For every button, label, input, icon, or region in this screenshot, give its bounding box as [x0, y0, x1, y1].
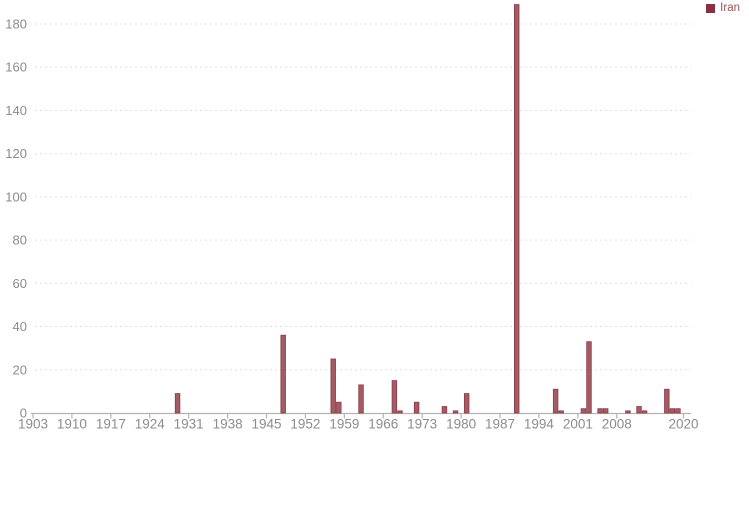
bar-1979[interactable] — [452, 410, 459, 414]
bar-1948[interactable] — [280, 334, 286, 414]
x-axis-tick-label: 1924 — [135, 417, 166, 432]
bar-2006[interactable] — [602, 408, 609, 414]
x-axis-tick-label: 1903 — [18, 417, 48, 432]
x-axis-tick-label: 1945 — [251, 417, 281, 432]
y-axis-tick-label: 100 — [5, 189, 27, 204]
y-axis-tick-label: 0 — [20, 406, 27, 421]
x-axis-tick-label: 2020 — [668, 417, 698, 432]
x-axis-tick-label: 2001 — [563, 417, 593, 432]
y-axis-tick-label: 20 — [13, 362, 27, 377]
y-axis-tick-label: 40 — [13, 319, 27, 334]
x-axis-tick-label: 1994 — [524, 417, 555, 432]
bar-1968[interactable] — [391, 380, 398, 414]
bar-2018[interactable] — [669, 408, 676, 414]
legend-swatch-icon — [706, 3, 716, 13]
y-axis-tick-label: 160 — [5, 60, 27, 75]
bar-1997[interactable] — [552, 388, 559, 414]
x-axis-tick-label: 1987 — [485, 417, 515, 432]
bar-2003[interactable] — [586, 341, 592, 414]
y-axis-tick-label: 140 — [5, 103, 27, 118]
bar-2019[interactable] — [675, 408, 681, 414]
y-axis-tick-label: 180 — [5, 17, 27, 32]
x-axis-tick-label: 2008 — [602, 417, 632, 432]
y-axis-tick-label: 60 — [13, 276, 27, 291]
x-axis-tick-label: 1959 — [329, 417, 359, 432]
bar-2002[interactable] — [580, 408, 587, 414]
y-axis-tick-label: 120 — [5, 146, 27, 161]
bar-2010[interactable] — [625, 410, 631, 414]
x-axis-tick-label: 1966 — [368, 417, 398, 432]
bar-1957[interactable] — [330, 358, 336, 414]
bar-1981[interactable] — [463, 393, 470, 414]
bar-1929[interactable] — [174, 393, 181, 414]
bar-1958[interactable] — [336, 401, 342, 414]
y-axis-tick-label: 80 — [13, 233, 27, 248]
bar-2012[interactable] — [636, 406, 642, 414]
legend-label: Iran — [720, 2, 740, 14]
bar-1990[interactable] — [514, 4, 520, 414]
bar-1969[interactable] — [397, 410, 403, 414]
bar-2017[interactable] — [664, 388, 670, 414]
x-axis-tick-label: 1938 — [213, 417, 243, 432]
x-axis-tick-label: 1917 — [96, 417, 126, 432]
chart-canvas: 0 20 40 60 80 100 120 140 160 180 1903 1910 1917 1924… — [5, 4, 699, 432]
x-axis-tick-label: 1910 — [57, 417, 87, 432]
bar-2005[interactable] — [597, 408, 603, 414]
bar-1972[interactable] — [413, 401, 420, 414]
bar-2013[interactable] — [641, 410, 648, 414]
bar-1977[interactable] — [441, 406, 448, 414]
x-axis-tick-label: 1952 — [290, 417, 320, 432]
x-axis-tick-label: 1980 — [446, 417, 476, 432]
x-axis-tick-label: 1931 — [174, 417, 204, 432]
bar-1998[interactable] — [558, 410, 564, 414]
x-axis-tick-label: 1973 — [407, 417, 437, 432]
legend-item-iran[interactable]: Iran — [706, 2, 740, 14]
bar-1962[interactable] — [358, 384, 364, 414]
